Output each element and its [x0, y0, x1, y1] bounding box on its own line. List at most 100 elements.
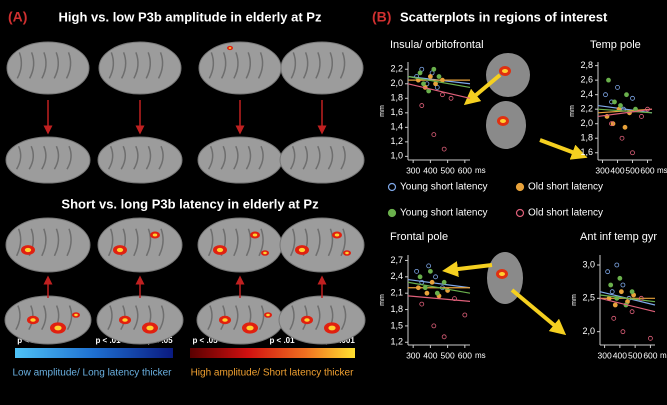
point: [441, 279, 447, 285]
sulcus: [145, 52, 152, 79]
sulcus: [233, 145, 239, 170]
point: [612, 99, 617, 105]
activation: [328, 325, 336, 331]
sulcus: [207, 305, 213, 330]
colorbar-label: High amplitude/ Short latency thicker: [191, 368, 355, 379]
plot-title: Insula/ orbitofrontal: [390, 39, 484, 51]
point: [434, 290, 440, 296]
point: [433, 274, 438, 280]
point: [417, 70, 423, 76]
sulcus: [207, 228, 214, 257]
point: [645, 106, 650, 112]
colorbar-tick: p < .01: [269, 336, 295, 345]
sulcus: [53, 145, 60, 170]
y-tick-label: 2,2: [390, 64, 403, 74]
sulcus: [158, 228, 164, 257]
colorbar-positive: [190, 348, 355, 358]
sulcus: [28, 52, 35, 79]
sulcus: [290, 52, 297, 79]
fit-line: [597, 104, 653, 114]
legend-marker: [387, 182, 397, 192]
x-tick-label: 300: [406, 165, 420, 175]
point: [638, 295, 644, 301]
fit-line: [407, 75, 471, 88]
activation: [30, 318, 36, 322]
point: [452, 296, 457, 302]
point: [609, 121, 614, 127]
sulcus: [302, 52, 309, 79]
panel-label: (A): [8, 9, 27, 25]
colorbar-tick: p < .01: [95, 336, 121, 345]
activation: [152, 233, 158, 237]
sulcus: [315, 305, 321, 330]
point: [427, 74, 433, 79]
activation: [499, 272, 505, 276]
point: [419, 103, 425, 108]
y-tick-label: 1,0: [390, 151, 403, 161]
plot-title: Ant inf temp gyr: [580, 231, 657, 243]
legend-marker: [515, 208, 525, 218]
y-tick-label: 2,0: [580, 118, 593, 128]
sulcus: [53, 52, 60, 79]
point: [429, 279, 435, 285]
sulcus: [15, 145, 22, 170]
sulcus: [233, 52, 239, 79]
activation: [216, 247, 224, 253]
activation: [228, 47, 232, 49]
point: [610, 121, 616, 127]
activation: [122, 318, 128, 322]
sulcus: [65, 52, 72, 79]
y-axis-label: mm: [379, 294, 386, 306]
brain: [197, 217, 283, 273]
brain: [4, 295, 92, 345]
x-unit: ms: [475, 166, 486, 175]
point: [611, 315, 617, 321]
activation: [24, 247, 32, 253]
sulcus: [258, 228, 264, 257]
point: [426, 88, 432, 94]
x-tick-label: 600: [643, 350, 657, 360]
x-tick-label: 300: [406, 350, 420, 360]
y-tick-label: 2,1: [390, 288, 403, 298]
point: [618, 103, 623, 108]
sulcus: [327, 52, 334, 79]
x-tick-label: 400: [423, 165, 437, 175]
sulcus: [145, 145, 152, 170]
brain: [97, 217, 183, 273]
sulcus: [108, 52, 115, 79]
y-tick-label: 2,2: [580, 104, 593, 114]
point: [620, 282, 626, 288]
point: [441, 146, 447, 152]
sulcus: [133, 52, 139, 79]
pointer-arrow: [463, 73, 502, 106]
point: [431, 66, 437, 72]
plot-title: Temp pole: [590, 39, 641, 51]
point: [614, 262, 620, 268]
y-tick-label: 2,5: [582, 293, 595, 303]
point: [617, 275, 623, 281]
activation: [266, 313, 270, 317]
point: [639, 114, 644, 119]
point: [448, 95, 454, 101]
point: [431, 132, 437, 137]
activation: [146, 325, 154, 331]
point: [431, 323, 437, 329]
y-axis-label: mm: [569, 105, 576, 117]
y-tick-label: 1,2: [390, 136, 403, 146]
sulcus: [208, 52, 215, 79]
x-tick-label: 600: [458, 350, 472, 360]
activation: [500, 119, 506, 123]
sulcus: [339, 52, 346, 79]
colorbar-label: Low amplitude/ Long latency thicker: [13, 368, 173, 379]
sulcus: [233, 228, 239, 257]
point: [612, 302, 618, 308]
brain: [278, 295, 366, 345]
y-tick-label: 1,8: [580, 133, 593, 143]
activation: [74, 313, 78, 317]
sulcus: [289, 305, 295, 330]
brain: [98, 41, 182, 95]
x-tick-label: 500: [441, 350, 455, 360]
point: [608, 282, 614, 288]
y-tick-label: 1,2: [390, 337, 403, 347]
